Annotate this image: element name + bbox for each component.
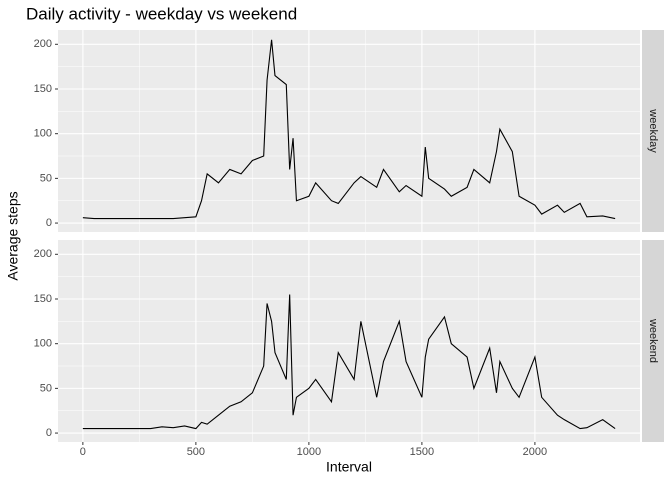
y-tick-label: 50: [40, 382, 52, 394]
x-tick-label: 1000: [297, 446, 321, 458]
x-axis-label: Interval: [326, 459, 372, 475]
y-tick-label: 150: [34, 293, 52, 305]
x-tick-label: 500: [187, 446, 205, 458]
facet-label: weekend: [647, 318, 659, 363]
y-tick-label: 100: [34, 338, 52, 350]
y-tick-label: 100: [34, 128, 52, 140]
y-tick-label: 200: [34, 248, 52, 260]
y-tick-label: 200: [34, 38, 52, 50]
x-tick-label: 0: [80, 446, 86, 458]
data-line: [82, 294, 616, 430]
y-tick-label: 50: [40, 172, 52, 184]
facet-strip: [642, 30, 664, 232]
facet-strip: [642, 240, 664, 442]
data-line: [82, 39, 616, 220]
y-tick-label: 150: [34, 83, 52, 95]
y-tick-label: 0: [46, 427, 52, 439]
panel-background: [58, 240, 640, 442]
x-tick-label: 1500: [410, 446, 434, 458]
chart-title: Daily activity - weekday vs weekend: [26, 4, 297, 23]
panel-background: [58, 30, 640, 232]
x-tick-label: 2000: [523, 446, 547, 458]
facet-label: weekday: [647, 108, 659, 153]
y-tick-label: 0: [46, 217, 52, 229]
y-axis-label: Average steps: [5, 191, 21, 280]
